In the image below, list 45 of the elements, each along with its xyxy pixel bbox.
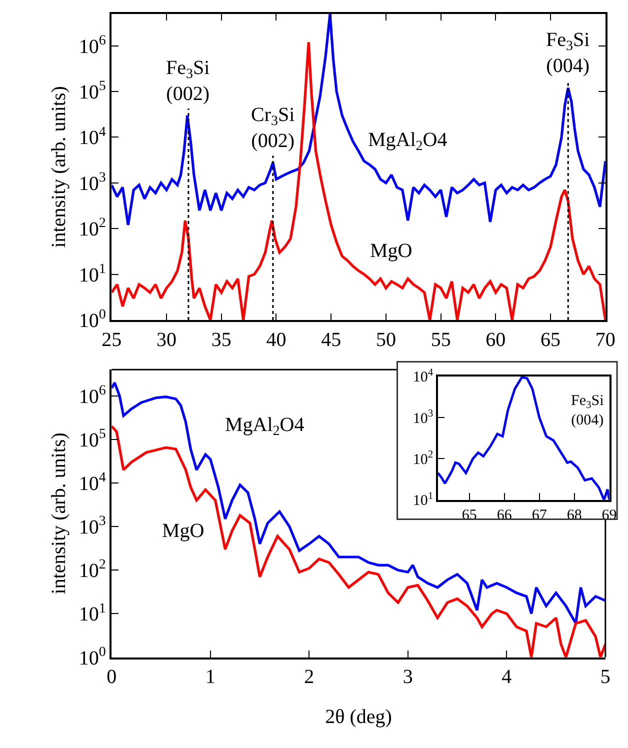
annotation: Fe$_{3}$Si (004)	[571, 393, 604, 428]
y-tick-label: 10$^{1}$	[78, 601, 106, 626]
x-tick-label: 2	[304, 666, 314, 688]
x-tick-label: 60	[486, 328, 506, 351]
series-label: MgAl$_{2}$O4	[225, 414, 304, 440]
y-tick-label: 10$^{2}$	[412, 450, 434, 468]
y-tick-label: 10$^{0}$	[78, 644, 106, 670]
x-tick-label: 35	[211, 328, 232, 351]
y-tick-label: 10$^{5}$	[78, 426, 106, 452]
y-tick-label: 10$^{3}$	[412, 408, 434, 427]
x-tick-label: 4	[502, 666, 512, 688]
x-tick-label: 40	[266, 328, 286, 351]
ref-line-label: Fe$_{3}$Si (004)	[546, 29, 590, 77]
y-tick-label: 10$^{6}$	[78, 33, 106, 58]
y-tick-label: 10$^{3}$	[78, 514, 106, 539]
y-tick-label: 10$^{2}$	[78, 216, 106, 241]
x-tick-label: 45	[321, 328, 342, 351]
y-tick-label: 10$^{4}$	[78, 470, 106, 495]
y-tick-label: 10$^{6}$	[78, 383, 106, 408]
ref-line-label: Cr$_{3}$Si (002)	[251, 104, 296, 152]
ref-line-label: Fe$_{3}$Si (002)	[166, 57, 210, 105]
x-tick-label: 55	[430, 328, 451, 351]
y-axis-title: intensity (arb. units)	[48, 432, 70, 594]
y-tick-label: 10$^{5}$	[78, 79, 106, 104]
y-tick-label: 10$^{1}$	[412, 490, 434, 510]
x-tick-label: 50	[376, 328, 396, 351]
y-tick-label: 10$^{3}$	[78, 170, 106, 195]
y-tick-label: 10$^{1}$	[78, 262, 106, 286]
line-series	[438, 376, 610, 500]
y-tick-label: 10$^{4}$	[412, 367, 434, 386]
y-tick-label: 10$^{2}$	[78, 558, 106, 582]
y-axis-title: intensity (arb. units)	[48, 86, 70, 248]
x-tick-label: 65	[540, 328, 561, 351]
x-tick-label: 0	[106, 666, 117, 688]
series-label: MgAl$_{2}$O4	[368, 129, 448, 154]
series-label: MgO	[162, 520, 204, 542]
y-tick-label: 10$^{4}$	[78, 124, 106, 150]
x-tick-label: 5	[600, 666, 610, 688]
x-tick-label: 3	[402, 666, 413, 688]
x-tick-label: 30	[156, 328, 177, 351]
x-tick-label: 1	[205, 666, 216, 688]
line-series	[112, 14, 606, 226]
x-axis-title: 2θ (deg)	[325, 706, 392, 728]
x-tick-label: 70	[595, 328, 616, 351]
series-label: MgO	[370, 240, 412, 262]
